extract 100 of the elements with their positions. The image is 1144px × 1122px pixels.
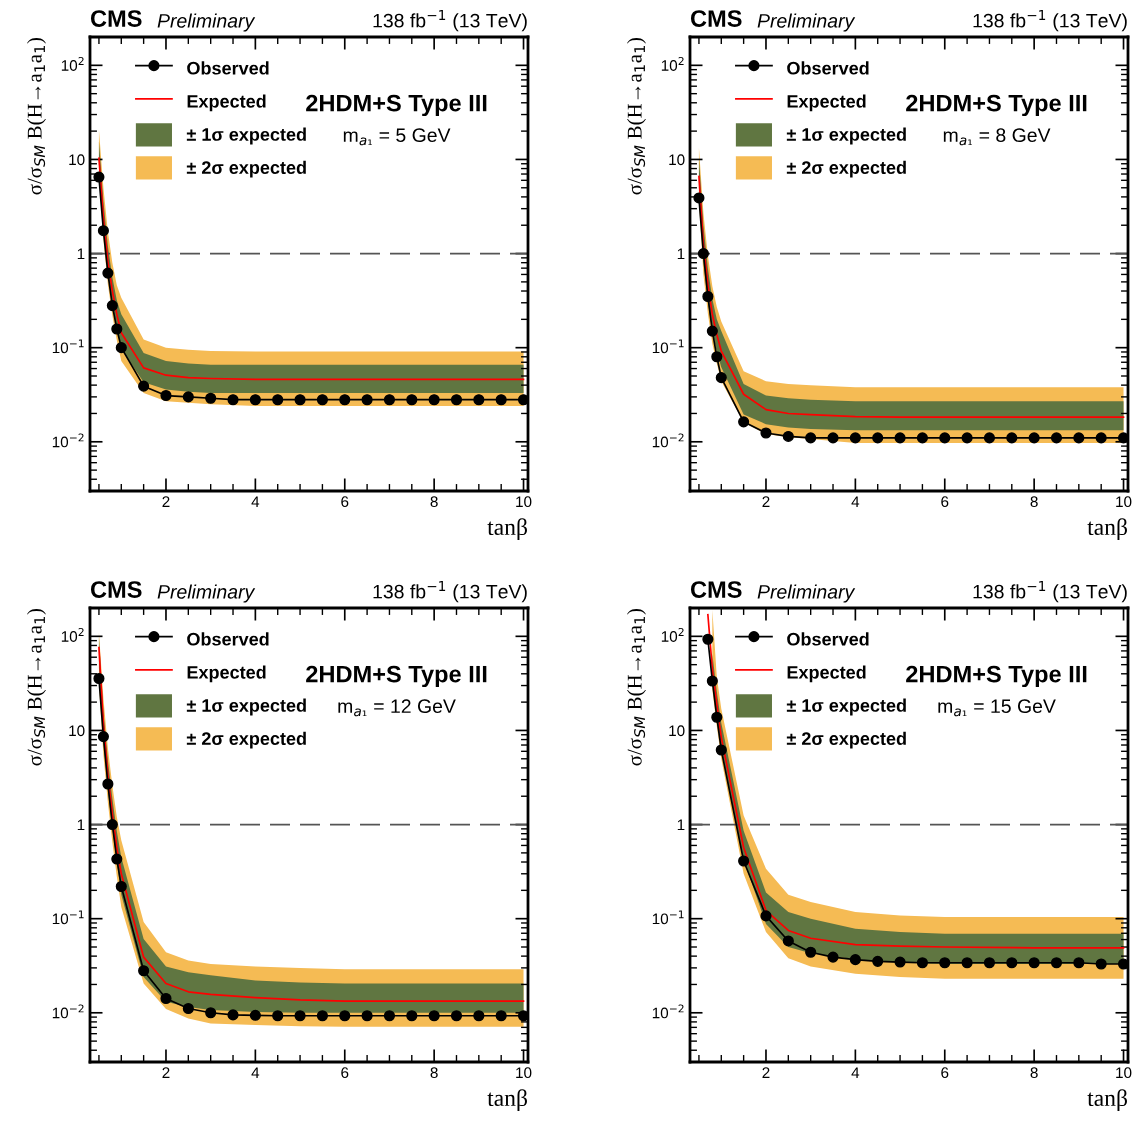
text: 138 fb$^{−1}$ (13 TeV): [373, 9, 527, 32]
point: [111, 853, 123, 865]
point: [983, 432, 996, 444]
point: [361, 1010, 373, 1022]
y-axis-title: σ/σ$_{SM}$ B(H→a$_{1}$a$_{1}$): [627, 37, 646, 195]
point: [473, 1010, 485, 1022]
point: [227, 394, 239, 406]
y-tick-label: 1: [677, 819, 685, 831]
x-tick-label: 4: [251, 1067, 260, 1078]
x-tick-label: 6: [341, 1067, 349, 1079]
point: [138, 965, 150, 977]
point: [706, 675, 718, 687]
y-tick-label: 10: [669, 154, 685, 166]
y-tick-label: 10$^{−2}$: [52, 433, 84, 448]
point: [111, 323, 123, 335]
point: [106, 819, 118, 831]
point: [160, 992, 172, 1005]
y-tick-label: 10$^{−2}$: [52, 1004, 84, 1019]
text: 138 fb$^{−1}$ (13 TeV): [373, 580, 527, 603]
annotation: m$_{a₁}$ = 12 GeV: [338, 699, 456, 717]
point: [1117, 432, 1128, 444]
y-tick-label: 10$^{−1}$: [52, 910, 84, 925]
x-tick-label: 10: [516, 496, 532, 508]
point: [316, 1010, 328, 1022]
y-tick-label: 10$^{2}$: [661, 627, 684, 642]
chart-title: CMS: [690, 10, 742, 27]
x-tick-label: 2: [762, 496, 770, 507]
point: [1073, 957, 1085, 969]
legend-label: Expected: [187, 665, 266, 683]
x-tick-label: 4: [851, 1067, 860, 1078]
x-tick-label: 10: [516, 1067, 532, 1079]
point: [916, 432, 928, 444]
legend-label: ± 2σ expected: [786, 731, 906, 749]
x-tick-label: 6: [941, 496, 949, 508]
y-axis-title: σ/σ$_{SM}$ B(H→a$_{1}$a$_{1}$): [27, 37, 46, 195]
x-tick-label: 2: [762, 1067, 770, 1078]
point: [102, 778, 114, 790]
point: [872, 432, 884, 444]
point: [1095, 432, 1107, 444]
point: [805, 432, 817, 444]
x-tick-label: 8: [1030, 1067, 1038, 1079]
x-tick-label: 10: [1116, 496, 1132, 508]
point: [760, 427, 772, 439]
point: [827, 951, 839, 963]
point: [894, 956, 906, 968]
point: [182, 391, 194, 403]
x-tick-label: 8: [430, 496, 438, 508]
point: [939, 432, 951, 444]
y-tick-label: 10$^{−1}$: [652, 339, 684, 354]
chart-subtitle: Preliminary: [157, 13, 256, 32]
y-tick-label: 10: [69, 154, 85, 166]
point: [495, 394, 507, 406]
point: [272, 1010, 284, 1022]
y-tick-label: 10$^{−2}$: [652, 433, 684, 448]
point: [97, 225, 109, 237]
point: [1028, 957, 1040, 969]
point: [1073, 432, 1085, 444]
y-tick-label: 1: [677, 248, 685, 260]
chart-title: CMS: [690, 581, 742, 598]
point: [249, 1009, 261, 1021]
annotation: 2HDM+S Type III: [906, 665, 1087, 688]
point: [849, 954, 861, 966]
point: [115, 342, 127, 354]
legend-label: Observed: [187, 632, 269, 646]
point: [805, 946, 817, 958]
point: [450, 1010, 463, 1022]
x-tick-label: 8: [430, 1067, 438, 1079]
point: [517, 394, 528, 406]
point: [473, 394, 485, 406]
point: [316, 394, 328, 406]
point: [702, 633, 714, 645]
y-tick-label: 10$^{−1}$: [52, 339, 84, 354]
y-tick-label: 10$^{2}$: [661, 56, 684, 71]
chart-title: CMS: [90, 581, 142, 598]
point: [827, 432, 839, 444]
legend-label: Observed: [187, 61, 269, 75]
point: [406, 394, 418, 406]
legend-label: ± 2σ expected: [786, 160, 906, 178]
point: [693, 192, 705, 204]
point: [227, 1009, 239, 1021]
point: [916, 957, 928, 969]
legend-label: Expected: [187, 94, 266, 112]
legend-label: ± 1σ expected: [186, 127, 306, 145]
point: [160, 389, 172, 402]
point: [1028, 432, 1040, 444]
x-tick-label: 6: [341, 496, 349, 508]
point: [339, 394, 351, 406]
x-axis-title: tanβ: [1087, 1089, 1127, 1111]
point: [428, 394, 440, 406]
x-tick-label: 4: [851, 496, 860, 507]
x-tick-label: 6: [941, 1067, 949, 1079]
legend-label: Observed: [787, 632, 869, 646]
point: [106, 300, 118, 312]
point: [894, 432, 906, 444]
point: [361, 394, 373, 406]
point: [272, 394, 284, 406]
x-tick-label: 2: [162, 1067, 170, 1078]
y-tick-label: 1: [77, 248, 85, 260]
y-axis-title: σ/σ$_{SM}$ B(H→a$_{1}$a$_{1}$): [27, 608, 46, 766]
point: [517, 1010, 528, 1022]
